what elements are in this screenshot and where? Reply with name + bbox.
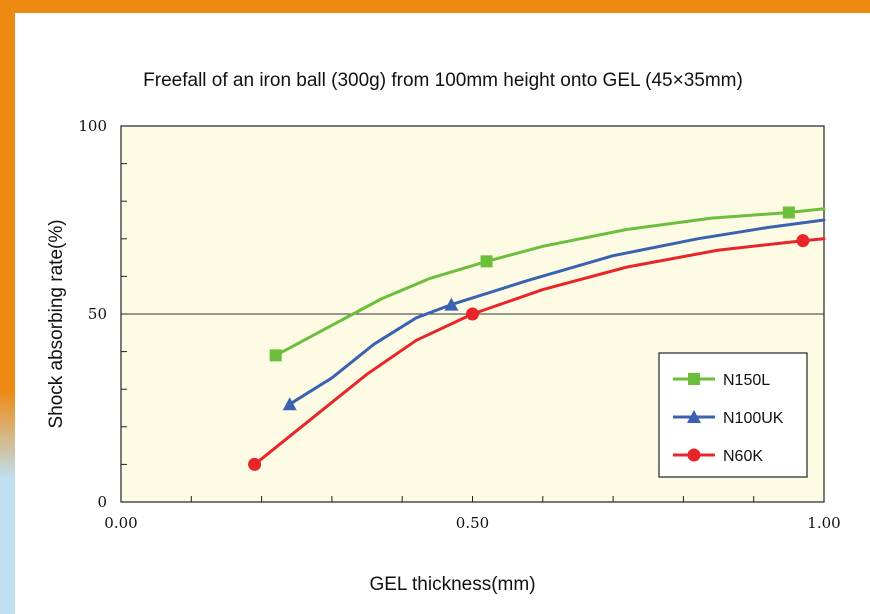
series-point-n150l: [269, 349, 282, 362]
x-tick-label: 0.50: [456, 514, 489, 532]
y-tick-label: 50: [88, 305, 107, 323]
x-tick-label: 0.00: [104, 514, 137, 532]
series-point-n60k: [466, 307, 479, 321]
legend-marker-n60k: [687, 448, 701, 462]
series-point-n100uk: [282, 397, 297, 411]
legend-marker-n150l: [688, 373, 700, 385]
x-tick-label: 1.00: [807, 514, 840, 532]
series-line-n60k: [253, 237, 826, 466]
top-border: [0, 0, 870, 13]
chart-svg: Freefall of an iron ball (300g) from 100…: [46, 70, 841, 595]
left-border-gradient: [0, 390, 15, 614]
chart-title: Freefall of an iron ball (300g) from 100…: [143, 70, 743, 91]
chart-panel: Freefall of an iron ball (300g) from 100…: [15, 13, 870, 614]
x-axis-label: GEL thickness(mm): [369, 574, 535, 595]
series-line-n150l: [274, 207, 826, 357]
series-point-n60k: [796, 234, 810, 248]
series-point-n150l: [782, 206, 795, 219]
legend-marker-n100uk: [687, 410, 701, 423]
y-axis-label: Shock absorbing rate(%): [46, 219, 67, 428]
series-point-n150l: [480, 255, 493, 268]
series-point-n100uk: [444, 297, 459, 311]
series-point-n60k: [248, 457, 262, 471]
y-tick-label: 0: [97, 493, 107, 511]
y-tick-label: 100: [78, 117, 107, 135]
legend-label-n60k: N60K: [723, 448, 763, 465]
legend-label-n150l: N150L: [723, 372, 770, 389]
legend-label-n100uk: N100UK: [723, 410, 784, 427]
series-line-n100uk: [288, 218, 826, 406]
